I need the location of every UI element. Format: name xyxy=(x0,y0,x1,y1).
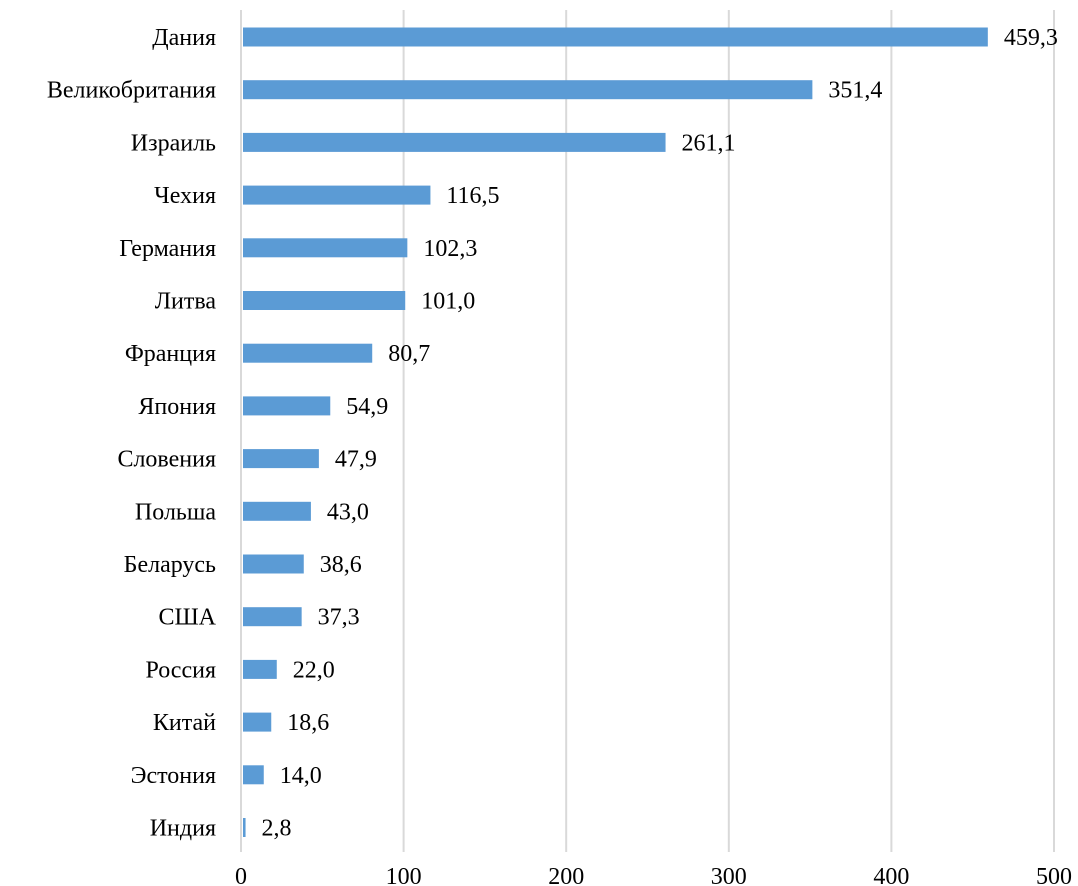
category-label: Россия xyxy=(145,657,216,683)
x-tick-label: 400 xyxy=(873,864,909,886)
bar xyxy=(243,291,406,310)
x-tick-label: 0 xyxy=(235,864,247,886)
data-label: 459,3 xyxy=(1004,25,1058,51)
category-label: Израиль xyxy=(131,130,216,156)
bar xyxy=(243,80,813,100)
bar xyxy=(243,449,319,469)
category-label: Индия xyxy=(150,816,216,842)
x-tick-label: 100 xyxy=(386,864,422,886)
data-label: 43,0 xyxy=(327,499,369,525)
category-label: Германия xyxy=(119,236,216,262)
data-label: 14,0 xyxy=(280,763,322,789)
bar xyxy=(243,765,264,785)
data-label: 80,7 xyxy=(388,341,430,367)
bar xyxy=(243,396,331,416)
bar xyxy=(243,607,302,627)
data-labels: 459,3 351,4 261,1 116,5 102,3 101,0 80,7 54,9 47… xyxy=(262,25,1058,842)
category-label: Литва xyxy=(155,289,217,315)
x-tick-label: 300 xyxy=(711,864,747,886)
data-label: 102,3 xyxy=(423,236,477,262)
bars xyxy=(243,27,988,837)
bar xyxy=(243,712,272,732)
category-label: Чехия xyxy=(154,183,216,209)
x-tick-label: 500 xyxy=(1036,864,1072,886)
data-label: 351,4 xyxy=(828,78,882,104)
bar xyxy=(243,818,246,837)
bar xyxy=(243,132,666,152)
bar xyxy=(243,554,304,574)
data-label: 18,6 xyxy=(287,710,329,736)
data-label: 116,5 xyxy=(446,183,499,209)
category-label: Польша xyxy=(135,499,216,525)
category-label: Словения xyxy=(117,447,216,473)
category-label: Великобритания xyxy=(47,78,216,104)
category-label: Эстония xyxy=(131,763,216,789)
bar xyxy=(243,27,988,47)
data-label: 47,9 xyxy=(335,447,377,473)
bar xyxy=(243,238,408,258)
bar xyxy=(243,501,311,521)
category-label: США xyxy=(158,605,216,631)
x-tick-label: 200 xyxy=(548,864,584,886)
category-label: Франция xyxy=(125,341,216,367)
category-label: Китай xyxy=(153,710,216,736)
category-label: Беларусь xyxy=(124,552,216,578)
data-label: 54,9 xyxy=(346,394,388,420)
category-labels: Дания Великобритания Израиль Чехия Германия Л… xyxy=(47,25,217,842)
data-label: 37,3 xyxy=(318,605,360,631)
data-label: 22,0 xyxy=(293,657,335,683)
data-label: 38,6 xyxy=(320,552,362,578)
x-axis-tick-labels: 0 100 200 300 400 500 xyxy=(235,864,1072,886)
bar xyxy=(243,185,431,205)
data-label: 2,8 xyxy=(262,816,292,842)
data-label: 101,0 xyxy=(421,289,475,315)
data-label: 261,1 xyxy=(682,130,736,156)
bar xyxy=(243,659,277,679)
bar xyxy=(243,343,373,363)
category-label: Япония xyxy=(138,394,216,420)
category-label: Дания xyxy=(152,25,216,51)
